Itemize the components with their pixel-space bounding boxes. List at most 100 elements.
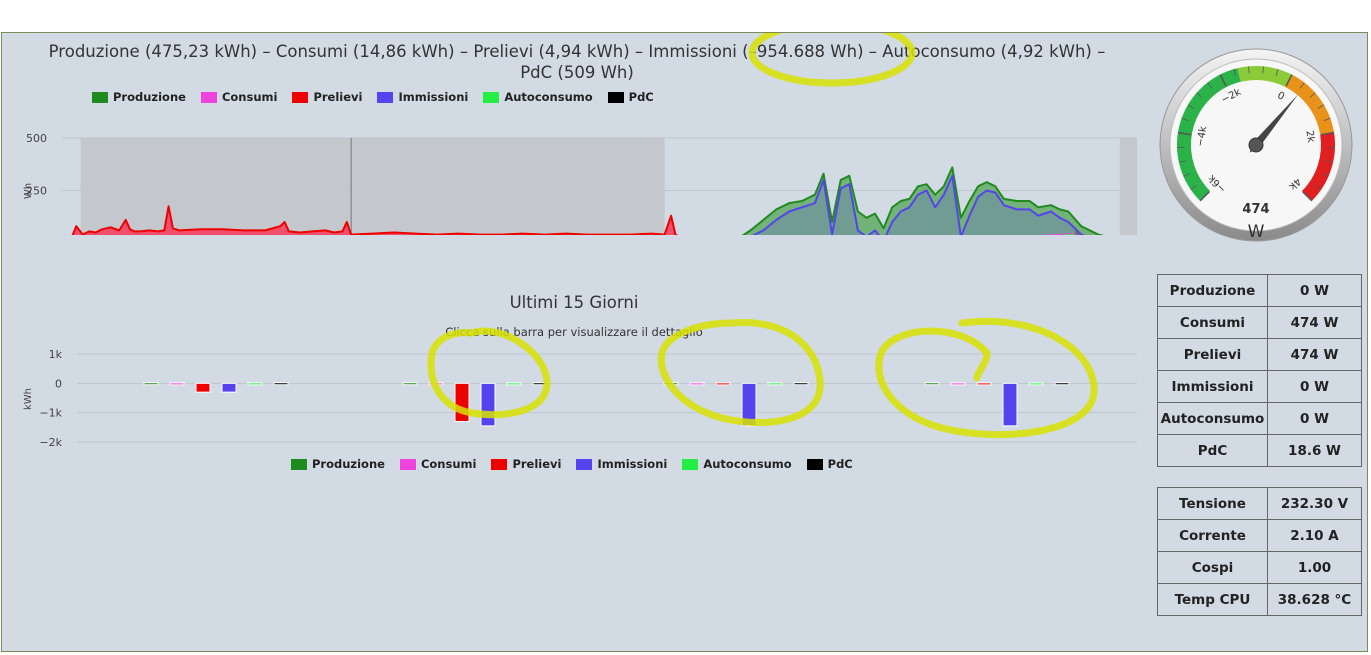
gauge-hub <box>1248 137 1264 153</box>
bar-prelievi[interactable] <box>454 382 470 422</box>
y-tick-label: 0 <box>55 377 62 390</box>
bar-immissioni[interactable] <box>480 382 496 427</box>
bar-produzione[interactable] <box>143 382 159 386</box>
bar-immissioni[interactable] <box>1002 382 1018 427</box>
row-value: 38.628 °C <box>1267 583 1362 616</box>
legend-swatch <box>377 91 394 103</box>
gauge-tick <box>1187 104 1195 109</box>
legend-item-pdc[interactable]: PdC <box>806 457 853 471</box>
legend-item-prelievi[interactable]: Prelievi <box>491 457 561 471</box>
bar-autoconsumo[interactable] <box>1028 382 1044 386</box>
table-row: Cospi 1.00 <box>1157 551 1362 584</box>
legend-label: PdC <box>628 90 654 104</box>
gauge-tick <box>1262 66 1264 74</box>
legend-item-consumi[interactable]: Consumi <box>399 457 477 471</box>
row-label: Autoconsumo <box>1157 402 1268 435</box>
gauge-tick <box>1248 66 1250 74</box>
row-label: Temp CPU <box>1157 583 1268 616</box>
legend-label: Consumi <box>221 90 278 104</box>
bar-produzione[interactable] <box>924 382 940 386</box>
legend-item-produzione[interactable]: Produzione <box>291 457 385 471</box>
legend-item-consumi[interactable]: Consumi <box>200 90 278 104</box>
legend-swatch <box>399 458 416 470</box>
gauge-tick <box>1196 92 1203 98</box>
table-row: Autoconsumo 0 W <box>1157 402 1362 435</box>
gauge-tick <box>1219 74 1227 87</box>
measure-table: Tensione 232.30 V Corrente 2.10 A Cospi 1.00 T… <box>1157 487 1362 616</box>
row-label: Prelievi <box>1157 338 1268 371</box>
gauge-tick <box>1190 185 1197 190</box>
gauge-unit: W <box>1248 222 1265 242</box>
legend-item-pdc[interactable]: PdC <box>607 90 654 104</box>
row-value: 0 W <box>1267 370 1362 403</box>
row-value: 18.6 W <box>1267 434 1362 467</box>
legend-swatch <box>291 458 307 470</box>
line-immissioni <box>751 174 1086 235</box>
bar-pdc[interactable] <box>273 382 289 386</box>
gauge-tick <box>1326 160 1334 163</box>
area-prelievi <box>72 206 1079 235</box>
area-produzione <box>743 167 1101 235</box>
bottom-chart-legend: Produzione Consumi Prelievi Immissioni Autoc… <box>291 457 868 471</box>
row-label: Corrente <box>1157 519 1268 552</box>
bar-immissioni[interactable] <box>741 382 757 427</box>
legend-item-immissioni[interactable]: Immissioni <box>377 90 468 104</box>
legend-label: Immissioni <box>597 457 668 471</box>
y-tick-label: 250 <box>26 185 47 198</box>
gauge-tick <box>1321 131 1335 136</box>
legend-swatch <box>92 91 108 103</box>
legend-label: Consumi <box>420 457 477 471</box>
bar-consumi[interactable] <box>169 382 185 386</box>
y-axis-label: Wh <box>23 183 34 199</box>
bar-prelievi[interactable] <box>195 382 211 393</box>
bar-immissioni[interactable] <box>221 382 237 393</box>
bar-autoconsumo[interactable] <box>767 382 783 386</box>
daily-bar-chart[interactable]: Ultimi 15 Giorni Clicca sulla barra per v… <box>17 258 1147 448</box>
row-value: 474 W <box>1267 338 1362 371</box>
bar-produzione[interactable] <box>402 382 418 386</box>
legend-swatch <box>607 91 624 103</box>
row-value: 232.30 V <box>1267 487 1362 520</box>
gauge-tick <box>1317 104 1325 109</box>
legend-label: Autoconsumo <box>703 457 792 471</box>
legend-item-autoconsumo[interactable]: Autoconsumo <box>483 90 593 104</box>
bar-consumi[interactable] <box>428 382 444 386</box>
gauge-tick <box>1323 117 1331 121</box>
line-produzione <box>741 166 1105 235</box>
bar-pdc[interactable] <box>793 382 809 386</box>
gauge-tick <box>1199 191 1210 202</box>
gauge-tick <box>1177 131 1191 136</box>
bar-consumi[interactable] <box>950 382 966 386</box>
area-immissioni <box>753 175 1083 235</box>
legend-swatch <box>483 91 500 103</box>
table-row: Tensione 232.30 V <box>1157 487 1362 520</box>
bar-pdc[interactable] <box>532 382 548 386</box>
y-tick-label: 1k <box>49 348 63 361</box>
bar-produzione[interactable] <box>663 382 679 386</box>
gauge-needle <box>1249 94 1299 153</box>
bar-autoconsumo[interactable] <box>506 382 522 386</box>
legend-swatch <box>576 458 593 470</box>
series-produzione[interactable] <box>673 166 1137 235</box>
bar-prelievi[interactable] <box>715 382 731 386</box>
legend-item-autoconsumo[interactable]: Autoconsumo <box>682 457 792 471</box>
row-label: Produzione <box>1157 274 1268 307</box>
legend-item-produzione[interactable]: Produzione <box>92 90 186 104</box>
table-row: Corrente 2.10 A <box>1157 519 1362 552</box>
energy-area-chart[interactable]: 0250500Wh18:0020:0022:0023. Ott.02:0004:… <box>17 95 1147 235</box>
gauge-tick <box>1183 173 1191 177</box>
bar-consumi[interactable] <box>689 382 705 386</box>
bar-autoconsumo[interactable] <box>247 382 263 386</box>
series-immissioni[interactable] <box>673 174 1137 235</box>
row-label: Consumi <box>1157 306 1268 339</box>
row-value: 0 W <box>1267 402 1362 435</box>
legend-item-prelievi[interactable]: Prelievi <box>292 90 362 104</box>
legend-item-immissioni[interactable]: Immissioni <box>576 457 667 471</box>
y-tick-label: −1k <box>39 407 62 420</box>
gauge-value: 474 <box>1242 202 1269 217</box>
bar-prelievi[interactable] <box>976 382 992 386</box>
series-prelievi[interactable] <box>71 205 1137 235</box>
gauge-tick <box>1207 82 1213 89</box>
bar-pdc[interactable] <box>1054 382 1070 386</box>
